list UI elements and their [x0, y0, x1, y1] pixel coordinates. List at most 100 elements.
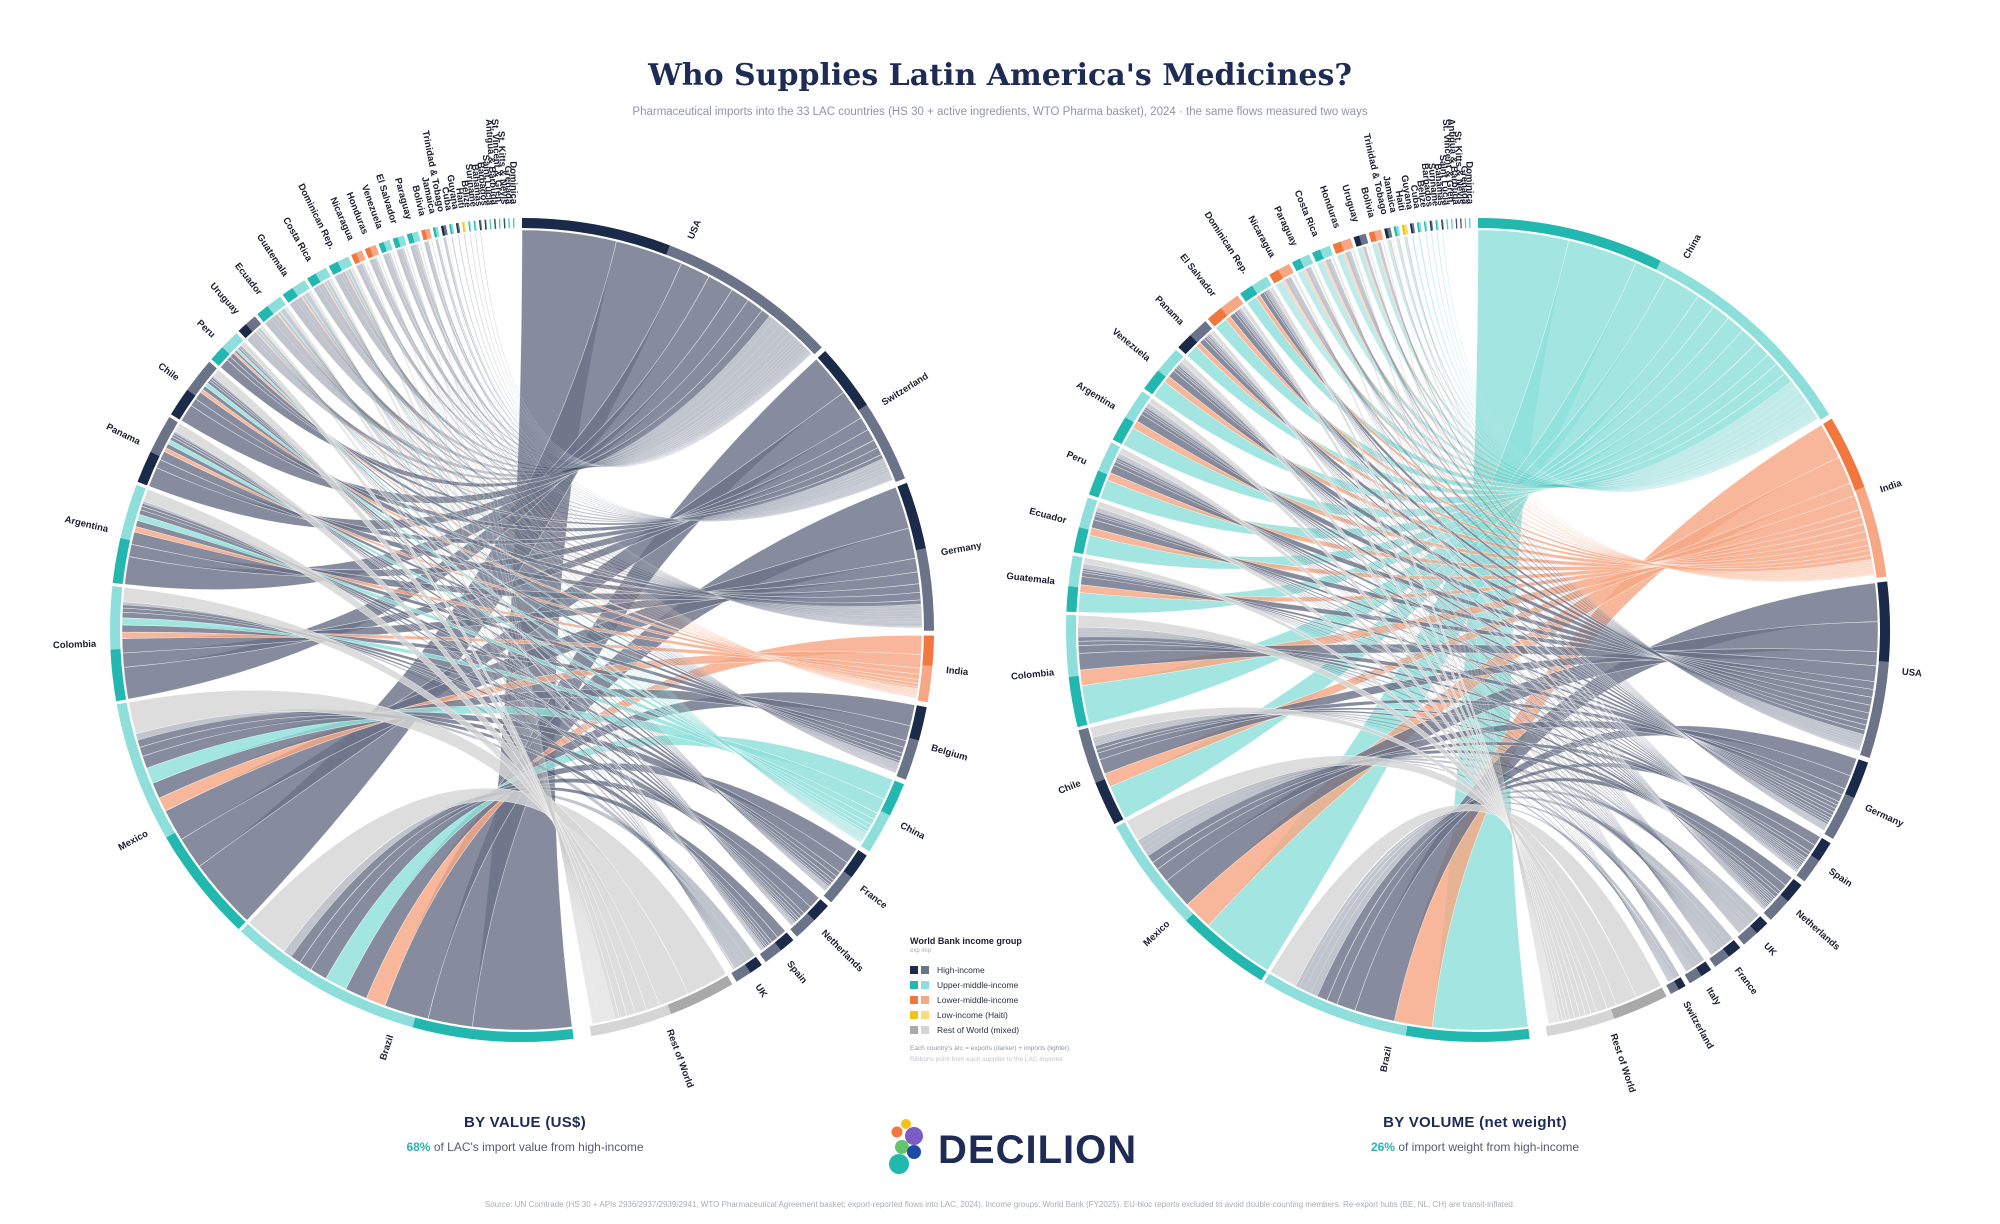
ribbon-germany-to-dominican-rep — [1263, 290, 1829, 825]
arc-exp-importer-paraguay — [1292, 258, 1305, 272]
ribbon-india-to-bolivia — [1376, 242, 1874, 581]
label-supplier-italy: Italy — [1703, 986, 1723, 1009]
brand-logo-icon — [889, 1119, 923, 1174]
arc-exp-importer-grenada — [508, 218, 510, 229]
label-supplier-india: India — [946, 665, 970, 678]
label-importer-dominican-rep: Dominican Rep. — [1202, 210, 1250, 276]
chord-chart-volume: China India USA Germany Spain Netherlands UKFr… — [1006, 118, 1923, 1094]
arc-exp-importer-barbados — [484, 219, 487, 230]
legend-items: High-income Upper-middle-income Lower-midd… — [910, 962, 1150, 1037]
label-importer-costa-rica: Costa Rica — [1292, 189, 1321, 239]
label-importer-st-kitts-nevis: St. Kitts & Nevis — [495, 131, 509, 205]
arc-exp-importer-brazil — [1405, 1025, 1530, 1042]
label-importer-barbados: Barbados — [1419, 163, 1435, 208]
ribbon-france-to-costa-rica — [326, 280, 827, 891]
ribbon-germany-to-uruguay — [253, 331, 922, 609]
ribbon-uk-to-panama — [1207, 334, 1742, 933]
ribbon-spain-to-costa-rica — [1329, 258, 1798, 872]
label-supplier-belgium: Belgium — [930, 743, 969, 764]
ribbon-france-to-panama — [1208, 333, 1714, 955]
arc-exp-importer-st-vincent-gren — [1451, 218, 1453, 229]
ribbon-rest-of-world-to-peru — [240, 341, 620, 1020]
ribbon-netherlands-to-dominican-rep — [1266, 289, 1768, 909]
label-supplier-switzerland: Switzerland — [1680, 1000, 1715, 1052]
ribbon-germany-to-honduras — [373, 257, 922, 622]
arc-supplier-india — [1823, 418, 1887, 578]
arc-exp-supplier-spain — [1811, 838, 1831, 861]
arc-exp-importer-peru — [1088, 470, 1108, 498]
ribbon-rest-of-world-to-nicaragua — [365, 261, 602, 1023]
ribbon-rest-of-world-to-jamaica — [439, 238, 594, 1024]
label-supplier-germany: Germany — [940, 540, 983, 558]
ribbon-india-to-nicaragua — [1282, 279, 1873, 574]
legend-item-row: Rest of World (mixed) — [910, 1022, 1150, 1037]
ribbon-usa-to-paraguay — [1305, 267, 1864, 741]
ribbon-spain-to-paraguay — [1309, 266, 1798, 872]
ribbon-spain-to-el-salvador — [1235, 309, 1801, 870]
label-supplier-switzerland: Switzerland — [880, 371, 931, 408]
legend-subheader: exp imp — [910, 948, 932, 954]
ribbon-china-to-guatemala — [303, 293, 865, 838]
arc-exp-importer-paraguay — [406, 233, 415, 245]
arc-exp-importer-ecuador — [1073, 527, 1089, 555]
legend-swatch-imp — [921, 1025, 929, 1034]
ribbon-rest-of-world-to-nicaragua — [1292, 274, 1560, 1023]
label-supplier-netherlands: Netherlands — [1793, 908, 1841, 953]
ribbon-germany-to-bolivia — [1379, 241, 1825, 831]
arc-exp-supplier-germany — [1845, 759, 1869, 798]
ribbon-netherlands-to-paraguay — [1309, 266, 1766, 909]
arc-exp-supplier-france — [843, 850, 867, 878]
ribbon-switzerland-to-peru — [226, 356, 884, 526]
ribbon-france-to-peru — [237, 346, 831, 887]
arc-exp-supplier-uk — [1750, 916, 1768, 934]
label-importer-ecuador: Ecuador — [232, 261, 264, 298]
ribbon-germany-to-paraguay — [414, 244, 923, 626]
ribbon-netherlands-to-nicaragua — [1289, 276, 1767, 909]
arc-exp-importer-st-kitts-nevis — [1460, 218, 1462, 229]
label-importer-chile: Chile — [156, 361, 181, 384]
volume-stat-percent: 26% — [1370, 1140, 1395, 1154]
ribbon-france-to-guatemala — [304, 293, 828, 890]
ribbon-netherlands-to-peru — [1115, 457, 1774, 903]
ribbon-netherlands-to-guatemala — [1082, 567, 1776, 900]
arc-exp-supplier-spain — [774, 932, 794, 951]
arc-exp-supplier-rest-of-world — [667, 975, 733, 1015]
label-importer-cuba: Cuba — [1408, 184, 1422, 210]
label-supplier-india: India — [1879, 478, 1904, 496]
label-importer-peru: Peru — [1065, 449, 1089, 467]
ribbon-netherlands-to-ecuador — [281, 309, 795, 924]
arc-exp-supplier-uk — [745, 956, 762, 973]
ribbon-netherlands-to-ecuador — [1094, 511, 1775, 901]
ribbon-france-to-chile — [1093, 712, 1724, 948]
ribbon-netherlands-to-chile — [209, 378, 798, 923]
arc-supplier-switzerland — [817, 351, 906, 482]
arc-exp-supplier-usa — [522, 218, 670, 255]
label-importer-guatemala: Guatemala — [254, 232, 291, 279]
label-importer-bahamas: Bahamas — [469, 164, 484, 207]
ribbon-uk-to-ecuador — [1095, 510, 1746, 929]
ribbon-switzerland-to-argentina — [1148, 402, 1670, 982]
ribbon-germany-to-bolivia — [427, 240, 923, 627]
arc-exp-importer-dominican-rep — [1240, 285, 1258, 302]
arc-exp-importer-trinidad-tobago — [1384, 228, 1390, 239]
label-supplier-spain: Spain — [784, 959, 809, 986]
label-importer-grenada: Grenada — [1458, 166, 1470, 206]
value-section-title: BY VALUE (US$) — [464, 1114, 586, 1131]
arc-exp-importer-nicaragua — [1269, 269, 1284, 284]
arc-exp-importer-guyana — [455, 223, 459, 234]
ribbon-germany-to-costa-rica — [1327, 258, 1827, 829]
ribbon-china-to-nicaragua — [362, 262, 863, 841]
ribbon-india-to-trinidad-tobago — [1388, 239, 1875, 581]
arc-exp-importer-panama — [1178, 335, 1198, 355]
legend-swatch-imp — [921, 1010, 929, 1019]
ribbon-switzerland-to-ecuador — [1097, 506, 1671, 981]
ribbon-spain-to-peru — [239, 345, 765, 950]
label-importer-chile: Chile — [1057, 778, 1083, 797]
arc-importer-mexico — [116, 702, 246, 930]
ribbon-italy-to-panama — [1209, 332, 1689, 971]
ribbon-usa-to-trinidad-tobago — [1389, 239, 1861, 750]
label-importer-saint-lucia: Saint Lucia — [1437, 154, 1452, 206]
ribbon-france-to-peru — [1117, 454, 1717, 952]
arc-exp-importer-dominican-rep — [328, 261, 342, 275]
arc-exp-importer-honduras — [1332, 241, 1344, 254]
